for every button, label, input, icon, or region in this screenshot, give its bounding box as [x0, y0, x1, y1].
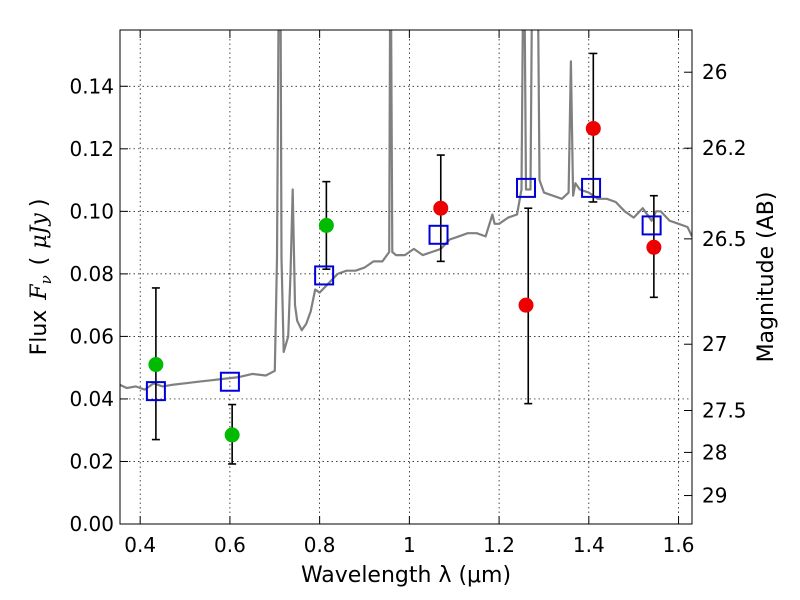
y-tick-label: 0.14: [69, 74, 114, 98]
x-axis-label: Wavelength λ (μm): [301, 563, 511, 588]
svg-text:FluxFν(μJy): Flux Fν ( μJy): [27, 199, 55, 356]
y2-tick-label: 29: [702, 484, 727, 508]
blue-square-point: [516, 177, 537, 198]
x-tick-label: 1.6: [663, 533, 695, 557]
y-tick-label: 0.04: [69, 387, 114, 411]
blue-square-point: [428, 224, 449, 245]
y-axis-label-open-paren: (: [27, 257, 52, 266]
y-axis-label-flux: Flux: [27, 310, 52, 356]
y-axis-label: Flux Fν ( μJy): [27, 199, 55, 356]
y-tick-label: 0.12: [69, 137, 114, 161]
green-point: [224, 427, 240, 443]
red-point: [646, 239, 662, 255]
red-point: [518, 297, 534, 313]
model-spectrum-line: [120, 30, 692, 391]
y-axis-label-close-paren: ): [27, 199, 52, 208]
plot-area-background: [120, 30, 692, 524]
y2-tick-label: 26: [702, 60, 727, 84]
blue-square-point: [641, 215, 662, 236]
blue-square-point: [219, 371, 240, 392]
x-tick-label: 0.4: [124, 533, 156, 557]
y-axis-label-subscript: ν: [37, 275, 55, 284]
y-tick-label: 0.00: [69, 512, 114, 536]
green-point: [148, 357, 164, 373]
y2-tick-label: 26.5: [702, 227, 747, 251]
y-tick-label: 0.06: [69, 324, 114, 348]
y2-tick-label: 26.2: [702, 136, 747, 160]
markers-layer: [145, 120, 662, 443]
x-tick-label: 1.4: [573, 533, 605, 557]
y-axis-label-unit: μJy: [27, 213, 52, 249]
ticks-layer: 0.4 0.6 0.8 1 1.2 1.4 1.6 0.00 0.02 0.04 0.06 0.08 0…: [69, 30, 747, 557]
model-spectrum-layer: [120, 30, 692, 391]
x-tick-label: 0.6: [214, 533, 246, 557]
x-tick-label: 1: [403, 533, 416, 557]
plot-frame: [119, 29, 693, 525]
y-tick-label: 0.10: [69, 199, 114, 223]
red-point: [433, 200, 449, 216]
blue-square-point: [314, 265, 335, 286]
y-tick-label: 0.08: [69, 262, 114, 286]
red-point: [585, 120, 601, 136]
y-axis-label-symbol: F: [27, 284, 52, 301]
green-point: [318, 217, 334, 233]
y-tick-label: 0.02: [69, 449, 114, 473]
y2-tick-label: 27.5: [702, 399, 747, 423]
x-tick-label: 1.2: [483, 533, 515, 557]
secondary-y-axis-label: Magnitude (AB): [754, 192, 779, 363]
y2-tick-label: 27: [702, 332, 727, 356]
x-tick-label: 0.8: [304, 533, 336, 557]
blue-square-point: [581, 177, 602, 198]
blue-square-point: [145, 381, 166, 402]
y2-tick-label: 28: [702, 440, 727, 464]
